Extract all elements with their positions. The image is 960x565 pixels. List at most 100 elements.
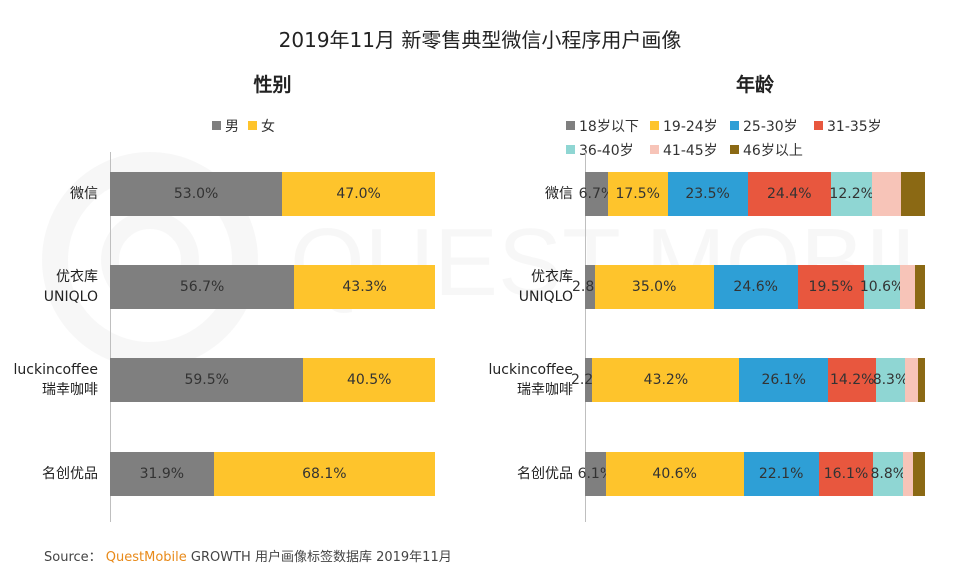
- bar-segment: [592, 358, 740, 402]
- bar-segment: [901, 172, 925, 216]
- legend-label: 36-40岁: [579, 143, 634, 159]
- category-line: 微信: [70, 186, 98, 202]
- data-label: 43.3%: [342, 279, 387, 295]
- bar-segment: [607, 172, 668, 216]
- legend-swatch: [730, 121, 739, 130]
- legend-item: 46岁以上: [730, 140, 803, 160]
- source-brand: QuestMobile: [105, 550, 187, 565]
- bar-segment: [903, 452, 914, 496]
- legend-item: 25-30岁: [730, 116, 798, 136]
- legend-swatch: [248, 121, 257, 130]
- data-label: 59.5%: [184, 372, 229, 388]
- bar-segment: [110, 358, 304, 402]
- data-label: 31.9%: [139, 466, 185, 482]
- category-label: 微信: [0, 184, 98, 204]
- category-label: luckincoffee 瑞幸咖啡: [0, 360, 98, 400]
- bar-segment: [282, 172, 435, 216]
- bar-segment: [605, 452, 744, 496]
- legend-label: 18岁以下: [579, 119, 639, 135]
- category-line: luckincoffee: [13, 362, 98, 378]
- bar-segment: [213, 452, 435, 496]
- age-axis: [585, 152, 586, 522]
- data-label: 47.0%: [336, 186, 381, 202]
- category-line: 瑞幸咖啡: [517, 382, 573, 398]
- bar-segment: [294, 265, 435, 309]
- category-line: 微信: [545, 186, 573, 202]
- legend-swatch: [566, 121, 575, 130]
- bar-segment: [585, 358, 593, 402]
- category-line: 优衣库: [531, 269, 573, 285]
- category-line: 名创优品: [517, 466, 573, 482]
- legend-label: 25-30岁: [743, 119, 798, 135]
- legend-label: 女: [261, 119, 275, 135]
- category-line: 瑞幸咖啡: [42, 382, 98, 398]
- legend-label: 46岁以上: [743, 143, 803, 159]
- chart-title: 2019年11月 新零售典型微信小程序用户画像: [278, 28, 682, 52]
- bar-segment: [818, 452, 874, 496]
- category-label: luckincoffee 瑞幸咖啡: [413, 360, 573, 400]
- data-label: 12.2%: [829, 186, 874, 202]
- legend-label: 19-24岁: [663, 119, 718, 135]
- data-label: 14.2%: [829, 372, 875, 388]
- bar-segment: [667, 172, 748, 216]
- bar-segment: [873, 452, 904, 496]
- data-label: 6.1%: [577, 466, 614, 482]
- bar-segment: [864, 265, 901, 309]
- category-label: 优衣库 UNIQLO: [413, 267, 573, 307]
- category-label: 优衣库 UNIQLO: [0, 267, 98, 307]
- data-label: 43.2%: [643, 372, 689, 388]
- legend-label: 男: [225, 119, 239, 135]
- category-line: UNIQLO: [43, 289, 98, 305]
- bar-segment: [739, 358, 829, 402]
- bar-segment: [713, 265, 798, 309]
- category-label: 微信: [413, 184, 573, 204]
- watermark-logo: QUEST MOBILE: [42, 152, 920, 368]
- legend-swatch: [814, 121, 823, 130]
- data-label: 10.6%: [859, 279, 905, 295]
- bar-segment: [797, 265, 864, 309]
- bar-segment: [747, 172, 831, 216]
- data-label: 26.1%: [761, 372, 806, 388]
- data-label: 8.8%: [870, 466, 907, 482]
- legend-swatch: [212, 121, 221, 130]
- data-label: 35.0%: [631, 279, 677, 295]
- gender-axis: [110, 152, 111, 522]
- category-line: luckincoffee: [488, 362, 573, 378]
- gender-chart-title: 性别: [253, 74, 292, 96]
- bar-segment: [585, 172, 608, 216]
- bar-segment: [303, 358, 435, 402]
- legend-swatch: [650, 121, 659, 130]
- bar-segment: [594, 265, 714, 309]
- data-label: 19.5%: [808, 279, 854, 295]
- bar-segment: [904, 358, 918, 402]
- data-label: 23.5%: [685, 186, 730, 202]
- data-label: 53.0%: [173, 186, 219, 202]
- data-label: 40.5%: [346, 372, 392, 388]
- data-label: 8.3%: [872, 372, 909, 388]
- bar-segment: [900, 265, 916, 309]
- bar-segment: [830, 172, 873, 216]
- source-note: Source： QuestMobile GROWTH 用户画像标签数据库 201…: [44, 546, 452, 565]
- legend-swatch: [730, 145, 739, 154]
- category-label: 名创优品: [0, 464, 98, 484]
- legend-item: 19-24岁: [650, 116, 718, 136]
- data-label: 24.6%: [733, 279, 778, 295]
- bar-segment: [110, 452, 214, 496]
- bar-segment: [110, 265, 295, 309]
- source-prefix: Source：: [44, 550, 102, 565]
- source-text: GROWTH 用户画像标签数据库 2019年11月: [190, 550, 452, 565]
- legend-swatch: [566, 145, 575, 154]
- age-chart-title: 年龄: [735, 74, 774, 96]
- bar-segment: [913, 452, 925, 496]
- data-label: 24.4%: [767, 186, 812, 202]
- legend-label: 41-45岁: [663, 143, 718, 159]
- data-label: 56.7%: [179, 279, 225, 295]
- bar-segment: [828, 358, 877, 402]
- bar-segment: [110, 172, 283, 216]
- legend-item: 女: [248, 116, 275, 136]
- data-label: 68.1%: [302, 466, 347, 482]
- legend-item: 男: [212, 116, 239, 136]
- legend-item: 41-45岁: [650, 140, 718, 160]
- category-line: 名创优品: [42, 466, 98, 482]
- bar-segment: [876, 358, 905, 402]
